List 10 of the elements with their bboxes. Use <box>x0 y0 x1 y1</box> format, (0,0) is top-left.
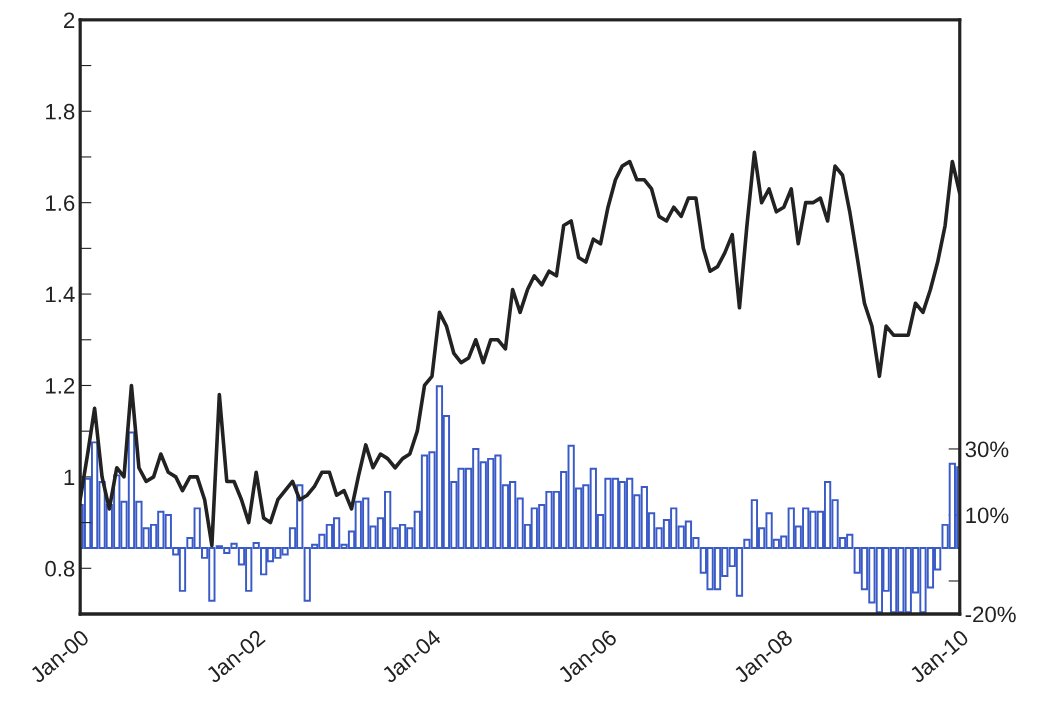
y-tick-label: 1.6 <box>46 195 75 211</box>
y-tick-label: 1.4 <box>46 286 75 303</box>
y2-tick-label: 10% <box>966 507 1009 524</box>
y-tick-label: 0.8 <box>45 560 75 577</box>
y-tick-label: 1.2 <box>46 378 75 394</box>
y2-tick-label: -20% <box>965 606 1016 623</box>
y-tick-label: 1 <box>64 469 75 485</box>
y-tick-label: 1.8 <box>46 103 75 120</box>
y-tick-label: 2 <box>64 12 75 28</box>
y2-tick-label: 30% <box>965 441 1009 458</box>
